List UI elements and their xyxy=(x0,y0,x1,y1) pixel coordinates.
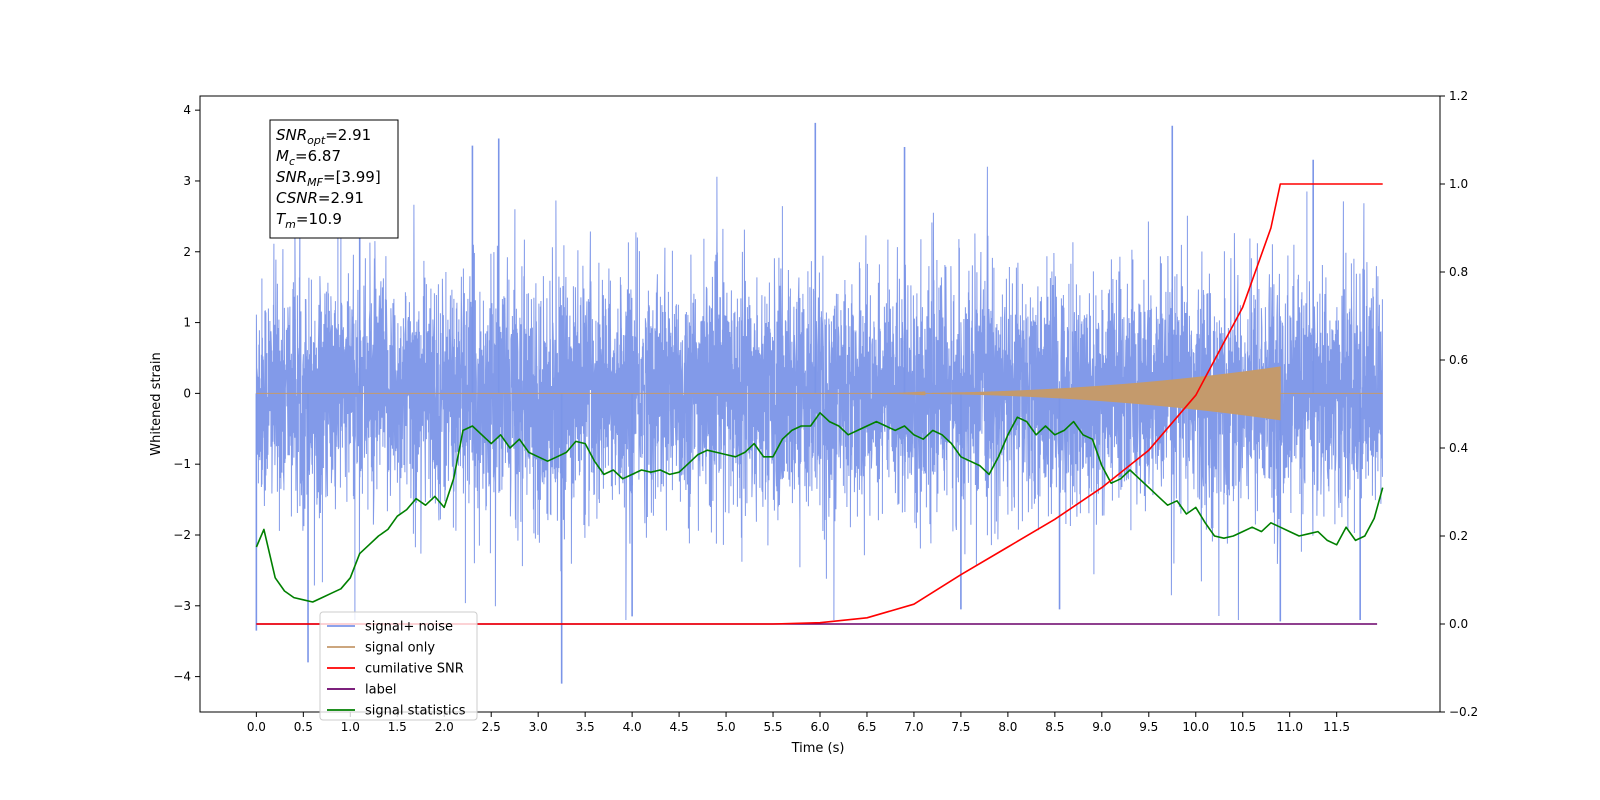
y-axis-label: Whitened strain xyxy=(149,352,164,455)
x-tick-label: 10.0 xyxy=(1182,720,1209,734)
y2-tick-label: 0.6 xyxy=(1449,353,1468,367)
x-axis-label: Time (s) xyxy=(791,741,845,756)
x-tick-label: 11.0 xyxy=(1276,720,1303,734)
legend-label: cumilative SNR xyxy=(365,662,464,677)
x-tick-label: 7.0 xyxy=(904,720,923,734)
x-tick-label: 1.0 xyxy=(341,720,360,734)
x-tick-label: 4.0 xyxy=(623,720,642,734)
info-box-line: SNRopt=2.91 xyxy=(276,126,371,147)
x-tick-label: 2.5 xyxy=(482,720,501,734)
info-box-line: SNRMF=[3.99] xyxy=(276,168,381,189)
legend-label: label xyxy=(365,683,396,698)
x-tick-label: 9.5 xyxy=(1139,720,1158,734)
y-tick-label: 0 xyxy=(183,386,191,400)
legend-frame xyxy=(319,611,478,721)
x-tick-label: 7.5 xyxy=(951,720,970,734)
y-tick-label: 2 xyxy=(183,245,191,259)
y-axis-left: 4 3 2 1 0 −1 −2 −3 −4 xyxy=(173,103,200,684)
x-tick-label: 4.5 xyxy=(670,720,689,734)
info-box-line: CSNR=2.91 xyxy=(276,189,364,207)
x-tick-label: 6.0 xyxy=(810,720,829,734)
x-tick-label: 0.5 xyxy=(294,720,313,734)
y2-tick-label: 0.0 xyxy=(1449,617,1468,631)
y2-tick-label: 0.4 xyxy=(1449,441,1468,455)
x-tick-label: 2.0 xyxy=(435,720,454,734)
y-axis-right: 1.2 1.0 0.8 0.6 0.4 0.2 0.0 −0.2 xyxy=(1440,89,1478,719)
x-tick-label: 3.0 xyxy=(529,720,548,734)
legend-label: signal only xyxy=(365,641,435,656)
y-tick-label: 1 xyxy=(183,316,191,330)
series-cumulative-snr xyxy=(256,183,1383,625)
series-signal-statistics xyxy=(255,411,1384,603)
y2-tick-label: 1.0 xyxy=(1449,177,1468,191)
x-tick-label: 8.5 xyxy=(1045,720,1064,734)
info-box-frame xyxy=(269,119,399,239)
series-signal-noise xyxy=(255,166,1383,621)
x-axis: 0.0 0.5 1.0 1.5 2.0 2.5 3.0 3.5 4.0 4.5 5.0 5.5 6.0 6… xyxy=(247,712,1350,734)
legend-label: signal statistics xyxy=(365,704,466,719)
x-tick-label: 6.5 xyxy=(857,720,876,734)
x-tick-label: 11.5 xyxy=(1323,720,1350,734)
info-box-line: Tm=10.9 xyxy=(276,210,342,231)
x-tick-label: 8.0 xyxy=(998,720,1017,734)
x-tick-label: 0.0 xyxy=(247,720,266,734)
x-tick-label: 3.5 xyxy=(576,720,595,734)
y-tick-label: 4 xyxy=(183,103,191,117)
y-tick-label: −4 xyxy=(173,670,191,684)
y2-tick-label: 0.2 xyxy=(1449,529,1468,543)
y-tick-label: −1 xyxy=(173,457,191,471)
legend-label: signal+ noise xyxy=(365,620,453,635)
y-tick-label: −3 xyxy=(173,599,191,613)
legend: signal+ noise signal only cumilative SNR la… xyxy=(319,611,478,721)
y2-tick-label: 1.2 xyxy=(1449,89,1468,103)
x-tick-label: 5.0 xyxy=(717,720,736,734)
y2-tick-label: −0.2 xyxy=(1449,705,1478,719)
x-tick-label: 1.5 xyxy=(388,720,407,734)
x-tick-label: 10.5 xyxy=(1229,720,1256,734)
y-tick-label: 3 xyxy=(183,174,191,188)
info-box-line: Mc=6.87 xyxy=(276,147,341,168)
x-tick-label: 9.0 xyxy=(1092,720,1111,734)
y2-tick-label: 0.8 xyxy=(1449,265,1468,279)
y-tick-label: −2 xyxy=(173,528,191,542)
x-tick-label: 5.5 xyxy=(763,720,782,734)
series-signal-only xyxy=(256,366,1383,421)
